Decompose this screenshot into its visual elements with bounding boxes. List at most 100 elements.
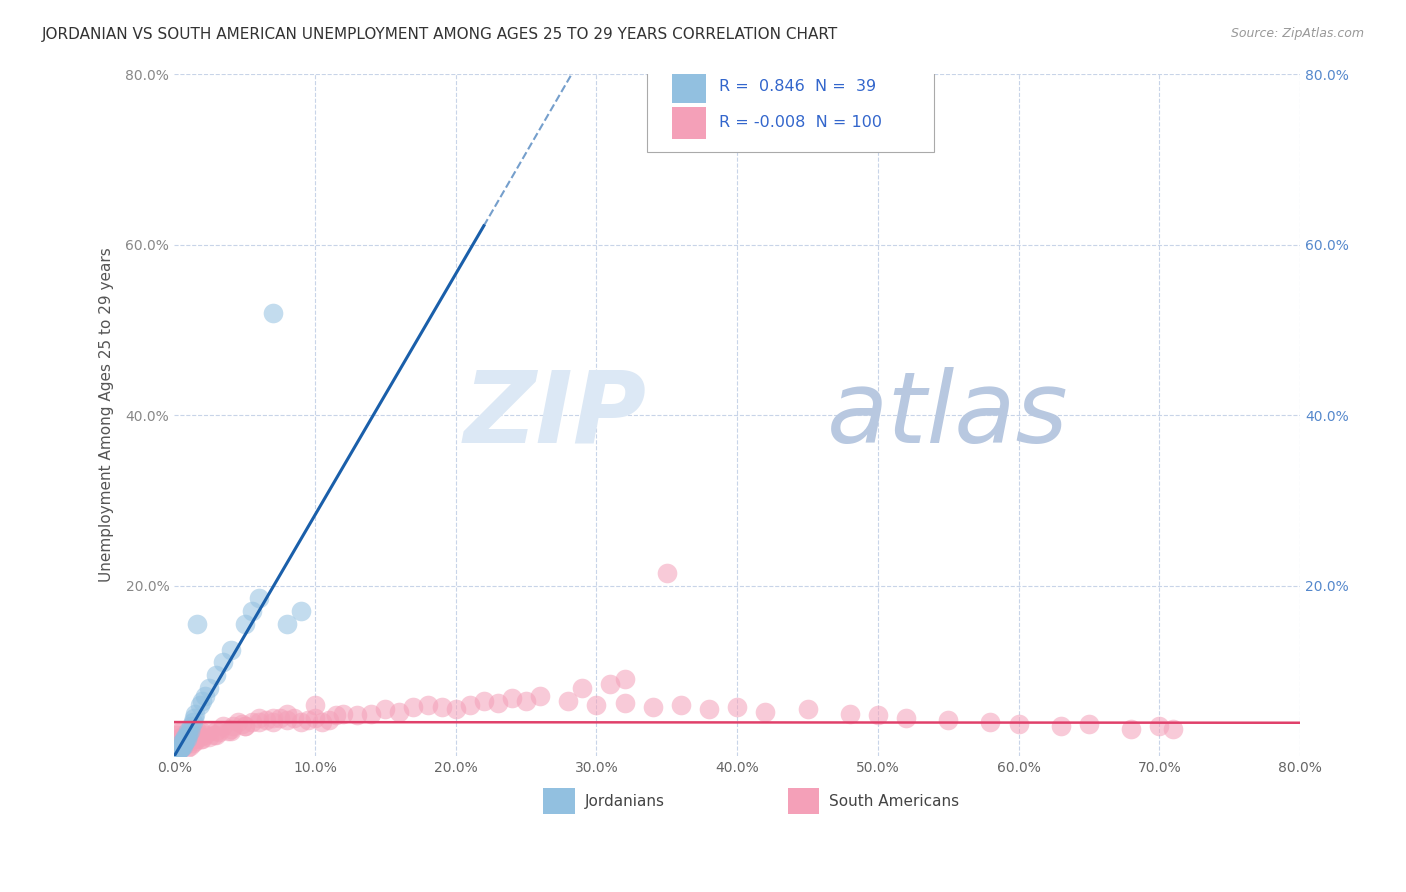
Point <box>388 705 411 719</box>
Point <box>188 731 211 745</box>
Point <box>233 719 256 733</box>
Point <box>194 728 217 742</box>
Point <box>169 742 191 756</box>
Point <box>167 744 190 758</box>
Point <box>262 711 284 725</box>
Point <box>180 719 202 733</box>
Point <box>167 742 190 756</box>
Point <box>231 716 253 731</box>
Point <box>725 699 748 714</box>
Text: Jordanians: Jordanians <box>585 794 665 809</box>
Point <box>205 668 228 682</box>
Point <box>276 617 298 632</box>
Point <box>190 732 212 747</box>
Point <box>166 745 188 759</box>
Point <box>170 736 193 750</box>
Point <box>212 656 235 670</box>
FancyBboxPatch shape <box>647 61 934 153</box>
Point <box>176 732 198 747</box>
Point <box>346 708 368 723</box>
Point <box>184 734 207 748</box>
Point <box>430 699 453 714</box>
Point <box>655 566 678 580</box>
Point <box>444 702 467 716</box>
Point <box>515 694 537 708</box>
Point <box>240 714 263 729</box>
Point <box>276 706 298 721</box>
Point <box>198 723 221 738</box>
Point <box>240 604 263 618</box>
Point <box>177 723 200 738</box>
Point <box>529 690 551 704</box>
Point <box>219 642 242 657</box>
Point <box>212 719 235 733</box>
Point <box>557 694 579 708</box>
Point <box>866 708 889 723</box>
Point <box>173 732 195 747</box>
Point <box>219 723 242 738</box>
Point <box>894 711 917 725</box>
Point <box>177 728 200 742</box>
Point <box>169 740 191 755</box>
Point <box>170 739 193 753</box>
Point <box>304 711 326 725</box>
Point <box>796 702 818 716</box>
Point <box>165 747 187 761</box>
Point <box>486 696 509 710</box>
Point <box>219 722 242 736</box>
Point <box>170 731 193 745</box>
Point <box>226 714 249 729</box>
Point <box>304 698 326 712</box>
Point <box>1163 722 1185 736</box>
Point <box>194 690 217 704</box>
Point <box>269 711 291 725</box>
Point <box>183 732 205 747</box>
Point <box>311 714 333 729</box>
Point <box>318 714 340 728</box>
Text: JORDANIAN VS SOUTH AMERICAN UNEMPLOYMENT AMONG AGES 25 TO 29 YEARS CORRELATION C: JORDANIAN VS SOUTH AMERICAN UNEMPLOYMENT… <box>42 27 838 42</box>
Point <box>233 617 256 632</box>
Point <box>332 706 354 721</box>
Point <box>198 681 221 695</box>
Point <box>247 711 270 725</box>
Point <box>254 714 277 728</box>
Point <box>198 731 221 745</box>
Point <box>979 714 1001 729</box>
Point <box>208 725 231 739</box>
FancyBboxPatch shape <box>544 789 575 814</box>
FancyBboxPatch shape <box>787 789 820 814</box>
Point <box>186 723 208 738</box>
Point <box>205 723 228 738</box>
Point <box>166 728 188 742</box>
Point <box>181 736 204 750</box>
Point <box>290 714 312 729</box>
Point <box>402 699 425 714</box>
Point <box>167 742 190 756</box>
Point <box>180 728 202 742</box>
Point <box>217 723 239 738</box>
Y-axis label: Unemployment Among Ages 25 to 29 years: Unemployment Among Ages 25 to 29 years <box>100 248 114 582</box>
Point <box>838 706 860 721</box>
Point <box>176 731 198 745</box>
Text: Source: ZipAtlas.com: Source: ZipAtlas.com <box>1230 27 1364 40</box>
Text: South Americans: South Americans <box>830 794 959 809</box>
Point <box>472 694 495 708</box>
Point <box>181 714 204 729</box>
Point <box>697 702 720 716</box>
Point <box>170 740 193 755</box>
Point <box>571 681 593 695</box>
Point <box>187 728 209 742</box>
Point <box>174 732 197 747</box>
Point <box>173 734 195 748</box>
Point <box>176 728 198 742</box>
Point <box>613 696 636 710</box>
Point <box>167 732 190 747</box>
Point <box>360 706 382 721</box>
Point <box>172 734 194 748</box>
Point <box>179 732 201 747</box>
Point <box>184 706 207 721</box>
Point <box>191 732 214 747</box>
Point <box>169 725 191 739</box>
Point <box>179 739 201 753</box>
Point <box>222 719 245 733</box>
